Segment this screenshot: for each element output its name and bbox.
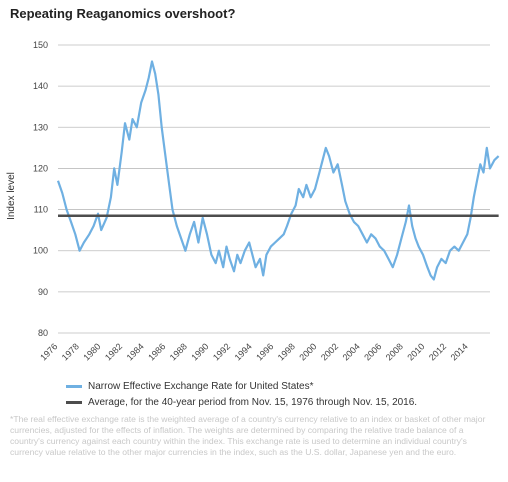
x-tick-2004: 2004 <box>341 341 362 362</box>
legend-item-exchange-rate: Narrow Effective Exchange Rate for Unite… <box>66 378 417 394</box>
x-tick-1992: 1992 <box>211 341 232 362</box>
footnote: *The real effective exchange rate is the… <box>10 414 486 457</box>
x-tick-1976: 1976 <box>38 341 59 362</box>
legend-item-average: Average, for the 40-year period from Nov… <box>66 394 417 410</box>
y-tick-80: 80 <box>38 328 48 338</box>
y-tick-labels: 80 90 100 110 120 130 140 150 <box>33 40 48 338</box>
x-tick-labels: 1976 1978 1980 1982 1984 1986 1988 1990 1992 1994… <box>38 341 470 362</box>
legend-swatch-average <box>66 400 82 404</box>
legend-label-exchange-rate: Narrow Effective Exchange Rate for Unite… <box>88 380 314 392</box>
x-tick-1994: 1994 <box>233 341 254 362</box>
y-tick-100: 100 <box>33 246 48 256</box>
x-tick-1978: 1978 <box>60 341 81 362</box>
chart-title: Repeating Reaganomics overshoot? <box>10 6 236 21</box>
gridlines <box>58 44 490 334</box>
x-tick-2002: 2002 <box>319 341 340 362</box>
y-tick-110: 110 <box>34 205 48 215</box>
legend-label-average: Average, for the 40-year period from Nov… <box>88 396 418 408</box>
y-axis-label: Index level <box>6 172 17 220</box>
x-tick-2010: 2010 <box>405 341 426 362</box>
x-tick-2014: 2014 <box>449 341 470 362</box>
x-tick-1996: 1996 <box>254 341 275 362</box>
x-tick-1990: 1990 <box>189 341 210 362</box>
y-tick-130: 130 <box>33 122 48 132</box>
x-tick-2012: 2012 <box>427 341 448 362</box>
legend-swatch-exchange-rate <box>66 384 82 388</box>
x-tick-1984: 1984 <box>125 341 146 362</box>
x-tick-1998: 1998 <box>276 341 297 362</box>
y-tick-90: 90 <box>38 287 48 297</box>
y-tick-150: 150 <box>33 40 48 50</box>
x-tick-1988: 1988 <box>168 341 189 362</box>
x-tick-2008: 2008 <box>384 341 405 362</box>
legend: Narrow Effective Exchange Rate for Unite… <box>66 378 417 410</box>
x-tick-2000: 2000 <box>297 341 318 362</box>
series-line-exchange-rate <box>56 60 500 281</box>
x-tick-1982: 1982 <box>103 341 124 362</box>
y-tick-120: 120 <box>33 163 48 173</box>
x-tick-1980: 1980 <box>81 341 102 362</box>
y-tick-140: 140 <box>33 81 48 91</box>
x-tick-1986: 1986 <box>146 341 167 362</box>
series-layer <box>56 60 500 281</box>
x-tick-2006: 2006 <box>362 341 383 362</box>
